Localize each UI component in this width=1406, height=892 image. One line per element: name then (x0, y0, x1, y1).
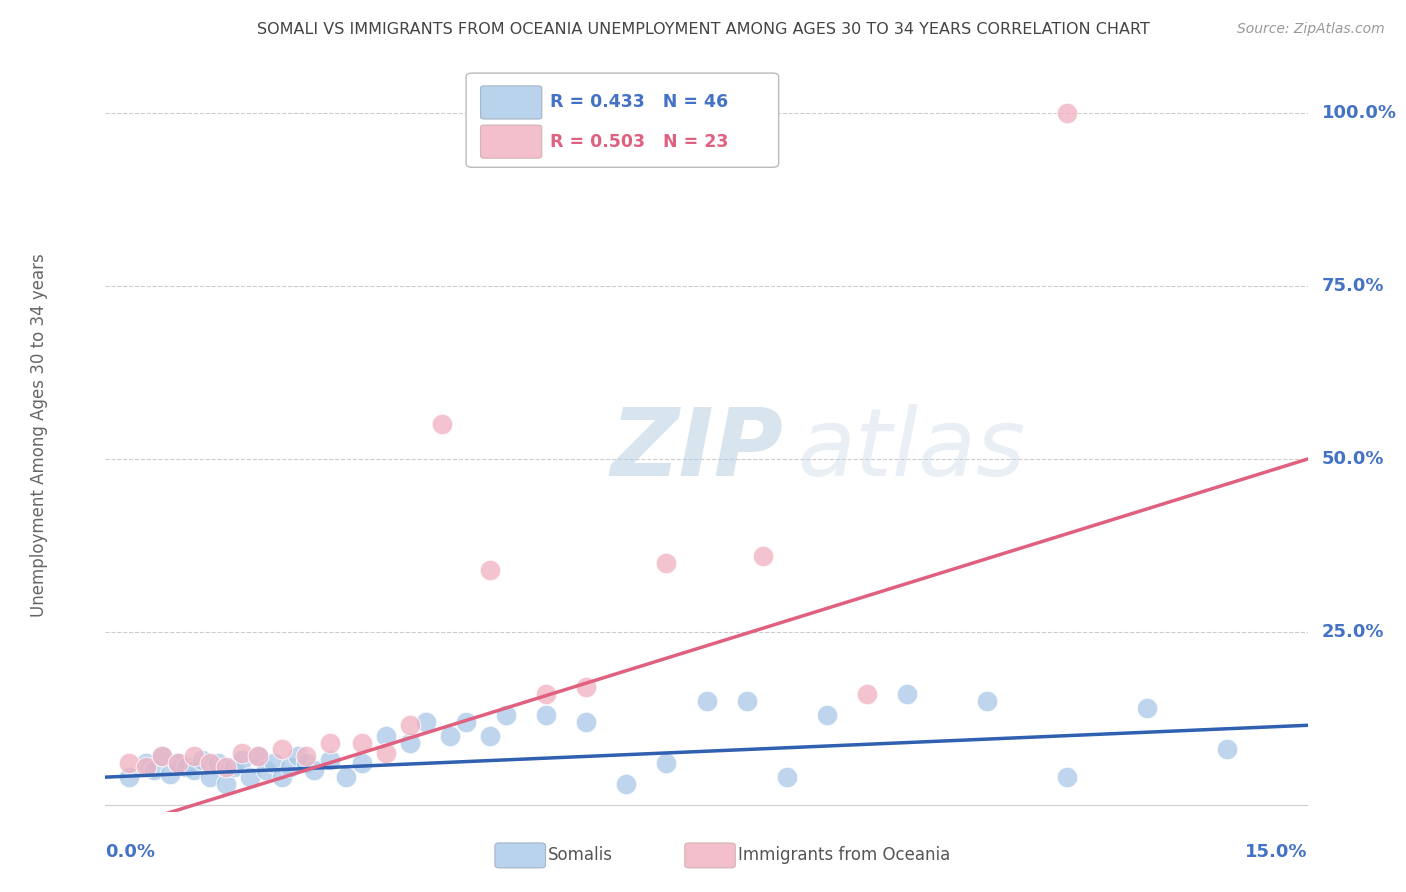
Text: Unemployment Among Ages 30 to 34 years: Unemployment Among Ages 30 to 34 years (31, 253, 48, 616)
Point (278, 760, 301, 774)
Point (415, 714, 437, 729)
Text: SOMALI VS IMMIGRANTS FROM OCEANIA UNEMPLOYMENT AMONG AGES 30 TO 34 YEARS CORRELA: SOMALI VS IMMIGRANTS FROM OCEANIA UNEMPL… (256, 22, 1150, 37)
Point (142, 763, 165, 777)
Point (350, 756, 373, 771)
Point (776, 770, 799, 784)
Point (335, 770, 357, 784)
Text: 50.0%: 50.0% (1322, 450, 1385, 468)
Point (254, 763, 277, 777)
Point (616, 777, 638, 791)
Point (231, 753, 253, 767)
Point (246, 749, 269, 764)
FancyBboxPatch shape (481, 86, 541, 119)
Point (270, 770, 292, 784)
Point (207, 756, 229, 771)
Point (575, 680, 598, 694)
Point (399, 735, 422, 749)
Point (439, 729, 461, 743)
Point (135, 760, 157, 774)
Point (246, 749, 269, 764)
Point (479, 729, 502, 743)
Point (855, 687, 877, 701)
Point (295, 756, 318, 771)
Text: 25.0%: 25.0% (1322, 623, 1385, 641)
Text: Immigrants from Oceania: Immigrants from Oceania (738, 847, 950, 864)
Point (159, 766, 181, 780)
Point (198, 770, 221, 784)
Point (1136, 701, 1159, 715)
Point (183, 763, 205, 777)
Point (190, 753, 212, 767)
Point (374, 746, 398, 760)
Point (454, 714, 477, 729)
Point (198, 756, 221, 771)
FancyBboxPatch shape (481, 125, 541, 158)
Point (1216, 742, 1239, 756)
Point (735, 694, 758, 708)
Point (302, 763, 325, 777)
Point (495, 707, 517, 722)
Point (118, 756, 141, 771)
Point (287, 749, 309, 764)
Point (976, 694, 998, 708)
Point (135, 756, 157, 771)
Point (174, 760, 197, 774)
Text: 100.0%: 100.0% (1322, 104, 1398, 122)
Point (270, 742, 292, 756)
Text: Source: ZipAtlas.com: Source: ZipAtlas.com (1237, 22, 1385, 37)
Text: atlas: atlas (797, 404, 1025, 495)
Point (295, 749, 318, 764)
Point (575, 714, 598, 729)
FancyBboxPatch shape (465, 73, 779, 168)
Point (166, 756, 188, 771)
Point (751, 549, 773, 563)
Point (150, 749, 173, 764)
Point (150, 749, 173, 764)
Point (1056, 106, 1078, 120)
Point (239, 770, 262, 784)
Point (183, 749, 205, 764)
Point (655, 756, 678, 771)
Text: 75.0%: 75.0% (1322, 277, 1385, 295)
Text: Somalis: Somalis (548, 847, 613, 864)
Point (534, 707, 557, 722)
Point (399, 718, 422, 732)
Point (263, 756, 285, 771)
Point (214, 777, 236, 791)
Text: R = 0.433   N = 46: R = 0.433 N = 46 (550, 94, 728, 112)
Point (430, 417, 453, 432)
Point (696, 694, 718, 708)
Text: ZIP: ZIP (610, 404, 783, 496)
Text: 15.0%: 15.0% (1246, 843, 1308, 861)
Point (319, 735, 342, 749)
Point (479, 563, 502, 577)
Point (222, 760, 245, 774)
Point (350, 735, 373, 749)
Point (534, 687, 557, 701)
Point (118, 770, 141, 784)
Point (896, 687, 918, 701)
Point (374, 729, 398, 743)
Text: R = 0.503   N = 23: R = 0.503 N = 23 (550, 133, 728, 151)
Point (655, 556, 678, 570)
Point (231, 746, 253, 760)
Point (166, 756, 188, 771)
Point (1056, 770, 1078, 784)
Point (815, 707, 838, 722)
Point (319, 753, 342, 767)
Text: 0.0%: 0.0% (105, 843, 156, 861)
Point (214, 760, 236, 774)
